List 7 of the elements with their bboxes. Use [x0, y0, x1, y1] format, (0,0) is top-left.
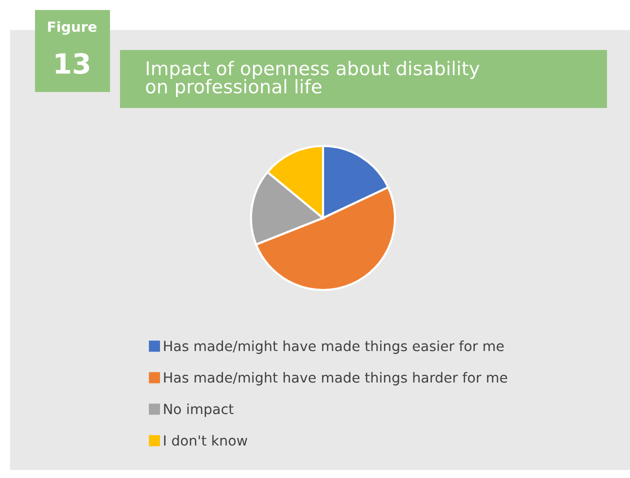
legend-label: Has made/might have made things harder for me [164, 372, 508, 386]
chart-title: Impact of openness about disability on professional life [146, 60, 480, 98]
legend-label: I don't know [164, 434, 248, 446]
text: 13 [56, 53, 90, 74]
legend-label: Has made/might have made things easier for me [164, 340, 504, 354]
text: Figure [48, 21, 96, 35]
legend-label: No impact [164, 403, 234, 417]
